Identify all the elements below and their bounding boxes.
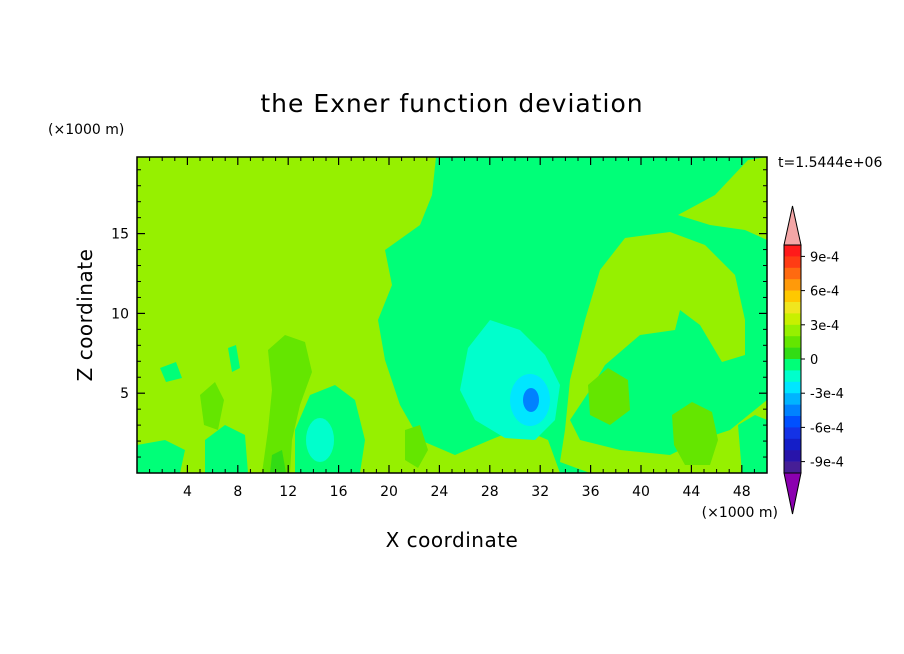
colorbar-bin [784,416,801,428]
field-region-small-patch-2 [228,345,240,372]
time-label: t=1.5444e+06 [778,155,882,171]
contour-field [137,157,767,473]
colorbar-bin [784,256,801,269]
x-tick-label: 32 [531,484,549,500]
colorbar-tick-label: 3e-4 [810,319,839,334]
field-region-left-column [262,335,312,473]
x-axis-unit: (×1000 m) [702,505,778,521]
colorbar-tick-label: -6e-4 [810,421,844,436]
colorbar-bin [784,336,801,348]
field-region-left-core [306,418,334,462]
colorbar-tick-label: 6e-4 [810,285,839,300]
colorbar-bin [784,347,801,360]
colorbar-bin [784,302,801,314]
x-tick-label: 24 [430,484,448,500]
field-region-right-anomaly-1 [588,368,630,425]
field-region-upper-right [678,157,767,240]
colorbar-bin [784,450,801,462]
field-region-left-strip [137,440,185,473]
field-region-central-minimum [523,388,539,412]
x-tick-label: 12 [279,484,297,500]
y-tick-label: 15 [111,227,129,243]
colorbar-bin [784,245,801,257]
colorbar-bin [784,279,801,291]
colorbar-under-arrow [783,472,802,515]
colorbar-bin [784,393,801,405]
x-tick-label: 36 [582,484,600,500]
x-tick-label: 48 [733,484,751,500]
y-axis-label: Z coordinate [73,249,97,382]
colorbar-tick-label: 9e-4 [810,250,839,265]
colorbar-bin [784,381,801,394]
y-tick-label: 5 [120,386,129,402]
colorbar-bin [784,267,801,280]
x-tick-label: 4 [183,484,192,500]
field-region-bottom-patch-2 [270,450,286,473]
colorbar: 9e-4 6e-4 3e-4 0 -3e-4 -6e-4 -9e-4 [783,205,844,515]
colorbar-tick-label: -3e-4 [810,387,844,402]
field-region-small-patch-1 [160,362,182,382]
x-tick-label: 16 [330,484,348,500]
colorbar-over-arrow [783,205,802,246]
field-region-right-anomaly-2 [672,402,718,465]
y-axis-unit: (×1000 m) [48,122,124,138]
field-region-right-strip [738,415,767,473]
colorbar-bin [784,404,801,417]
colorbar-tick-label: -9e-4 [810,456,844,471]
y-tick-label: 10 [111,306,129,322]
x-axis: 4 8 12 16 20 24 28 32 36 40 44 48 [149,157,755,500]
x-tick-label: 44 [682,484,700,500]
x-tick-label: 40 [632,484,650,500]
colorbar-bin [784,313,801,326]
colorbar-bin [784,438,801,451]
chart-title: the Exner function deviation [260,89,643,118]
field-region-left-patch [200,382,224,430]
colorbar-tick-label: 0 [810,353,818,368]
x-axis-label: X coordinate [386,528,519,552]
colorbar-bin [784,290,801,303]
colorbar-bin [784,324,801,337]
field-region-right-lobe [560,232,767,473]
x-tick-label: 8 [233,484,242,500]
x-tick-label: 20 [380,484,398,500]
field-region-bottom-patch-1 [405,425,428,468]
y-axis: 5 10 15 [111,169,767,458]
colorbar-bin [784,359,801,371]
x-tick-label: 28 [481,484,499,500]
colorbar-bin [784,427,801,440]
colorbar-bin [784,461,801,474]
field-region-lower-left [205,425,248,473]
colorbar-bin [784,370,801,383]
